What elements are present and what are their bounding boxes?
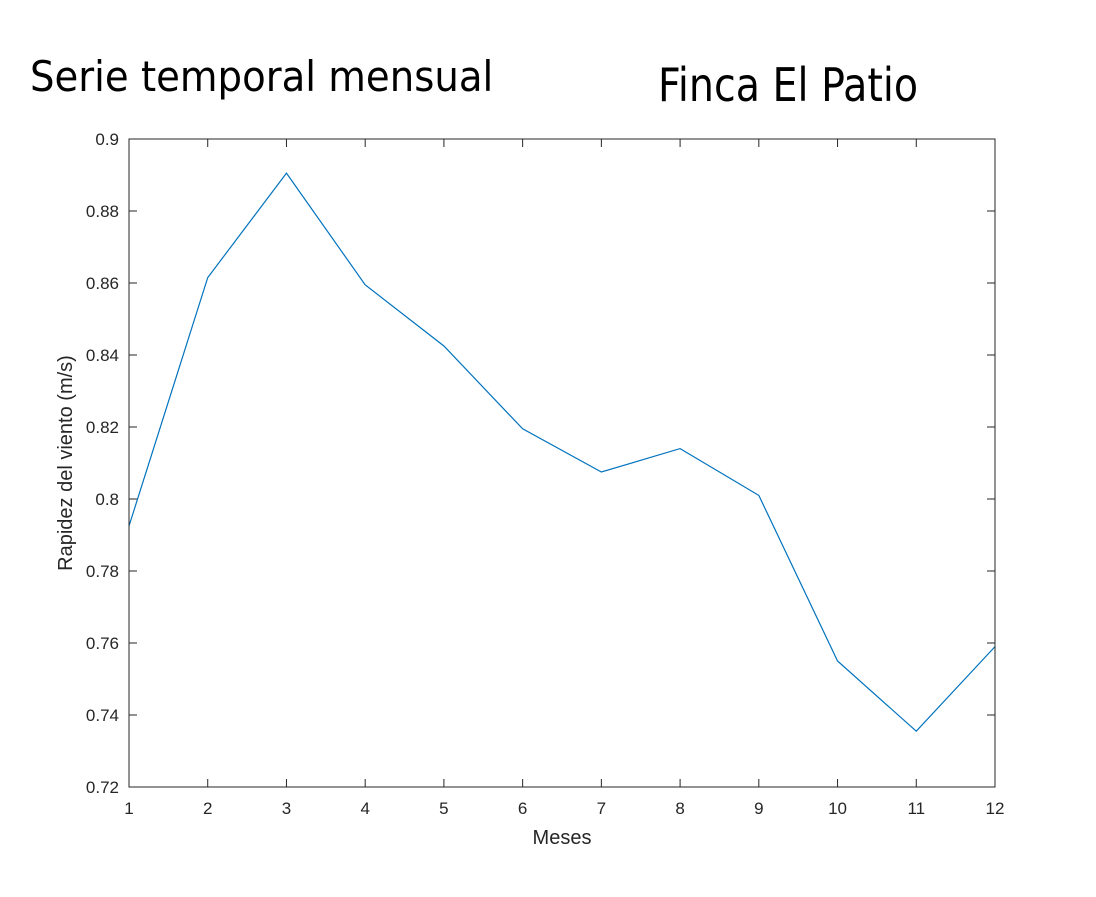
- y-tick-label: 0.84: [86, 346, 119, 365]
- y-tick-label: 0.72: [86, 778, 119, 797]
- plot-frame: [128, 138, 996, 788]
- x-tick-label: 6: [518, 799, 527, 818]
- chart-title-right: Finca El Patio: [658, 58, 919, 112]
- chart-title-left: Serie temporal mensual: [30, 52, 494, 101]
- y-tick-label: 0.78: [86, 562, 119, 581]
- y-tick-label: 0.9: [95, 130, 119, 149]
- y-tick-label: 0.8: [95, 490, 119, 509]
- x-tick-label: 8: [675, 799, 684, 818]
- x-tick-label: 9: [754, 799, 763, 818]
- y-tick-label: 0.76: [86, 634, 119, 653]
- x-axis-label: Meses: [533, 827, 592, 849]
- x-tick-label: 7: [597, 799, 606, 818]
- y-tick-label: 0.86: [86, 274, 119, 293]
- series-line: [128, 172, 996, 733]
- x-tick-label: 2: [203, 799, 212, 818]
- x-tick-label: 4: [360, 799, 369, 818]
- x-tick-label: 12: [986, 799, 1005, 818]
- x-tick-label: 3: [282, 799, 291, 818]
- x-tick-label: 1: [124, 799, 133, 818]
- x-tick-label: 10: [828, 799, 847, 818]
- x-tick-label: 5: [439, 799, 448, 818]
- y-tick-label: 0.82: [86, 418, 119, 437]
- y-tick-label: 0.88: [86, 202, 119, 221]
- x-tick-label: 11: [907, 799, 925, 818]
- y-tick-label: 0.74: [86, 706, 119, 725]
- y-axis-label: Rapidez del viento (m/s): [55, 355, 77, 571]
